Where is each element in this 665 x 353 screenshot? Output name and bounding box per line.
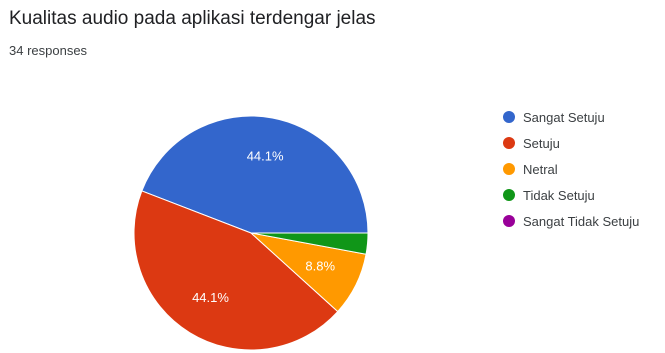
legend-swatch — [503, 215, 515, 227]
legend-label: Sangat Tidak Setuju — [523, 214, 639, 229]
legend-item-netral: Netral — [503, 156, 639, 182]
legend-swatch — [503, 137, 515, 149]
legend-swatch — [503, 163, 515, 175]
legend-item-sangat-tidak-setuju: Sangat Tidak Setuju — [503, 208, 639, 234]
chart-legend: Sangat Setuju Setuju Netral Tidak Setuju San… — [503, 104, 639, 234]
legend-swatch — [503, 189, 515, 201]
legend-item-sangat-setuju: Sangat Setuju — [503, 104, 639, 130]
pie-label-setuju: 44.1% — [192, 290, 229, 305]
legend-item-tidak-setuju: Tidak Setuju — [503, 182, 639, 208]
legend-label: Sangat Setuju — [523, 110, 605, 125]
pie-label-sangat-setuju: 44.1% — [247, 149, 284, 164]
legend-item-setuju: Setuju — [503, 130, 639, 156]
legend-swatch — [503, 111, 515, 123]
legend-label: Tidak Setuju — [523, 188, 595, 203]
legend-label: Setuju — [523, 136, 560, 151]
legend-label: Netral — [523, 162, 558, 177]
pie-label-netral: 8.8% — [305, 259, 335, 274]
